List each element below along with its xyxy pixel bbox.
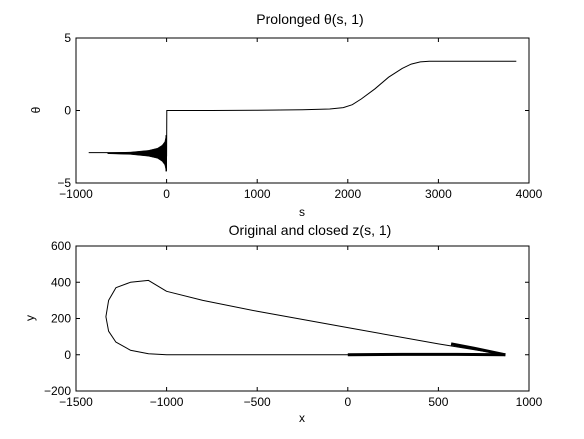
chart-top-theta-line xyxy=(88,60,517,157)
chart-bottom-closed-diagonal xyxy=(450,342,506,357)
chart-top-xtick-label: 0 xyxy=(163,187,170,201)
chart-bottom-ytick-label: −200 xyxy=(44,384,71,398)
chart-bottom-axes-box xyxy=(75,245,530,392)
chart-top: Prolonged θ(s, 1) −1000 0 1000 2000 3000 4000… xyxy=(29,11,543,219)
chart-top-ytick-label: 5 xyxy=(64,31,71,45)
chart-bottom-curve xyxy=(105,279,506,356)
chart-top-oscillation-band xyxy=(107,135,167,171)
chart-top-xtick-label: 4000 xyxy=(516,187,543,201)
chart-top-ticks: −1000 0 1000 2000 3000 4000 −5 0 5 xyxy=(57,31,542,201)
chart-bottom-xlabel: x xyxy=(299,411,305,425)
chart-bottom-ticks: −1500 −1000 −500 0 500 1000 −200 0 200 400 600 xyxy=(44,239,543,409)
chart-top-xtick-label: 1000 xyxy=(244,187,271,201)
chart-top-xlabel: s xyxy=(299,205,305,219)
chart-top-ylabel: θ xyxy=(29,106,43,113)
chart-bottom-xtick-label: −1500 xyxy=(59,395,93,409)
chart-bottom-ytick-label: 600 xyxy=(51,239,71,253)
chart-top-xtick-label: 2000 xyxy=(334,187,361,201)
chart-bottom-ylabel: y xyxy=(23,315,37,321)
chart-bottom-title: Original and closed z(s, 1) xyxy=(229,222,392,238)
chart-bottom-plot xyxy=(105,279,506,357)
chart-top-xtick-label: −1000 xyxy=(59,187,93,201)
chart-top-ytick-label: −5 xyxy=(57,176,71,190)
chart-bottom: Original and closed z(s, 1) −1500 −1000 −5… xyxy=(23,222,543,425)
chart-bottom-xtick-label: 1000 xyxy=(516,395,543,409)
chart-bottom-xtick-label: −1000 xyxy=(150,395,184,409)
chart-top-xtick-label: 3000 xyxy=(425,187,452,201)
chart-bottom-xtick-label: −500 xyxy=(244,395,271,409)
chart-bottom-ytick-label: 400 xyxy=(51,275,71,289)
chart-top-plot xyxy=(88,60,517,172)
chart-top-ytick-label: 0 xyxy=(64,104,71,118)
chart-top-title: Prolonged θ(s, 1) xyxy=(256,11,363,27)
chart-bottom-ytick-label: 0 xyxy=(64,348,71,362)
chart-top-axes-box xyxy=(75,37,530,184)
chart-bottom-xtick-label: 0 xyxy=(344,395,351,409)
chart-bottom-ytick-label: 200 xyxy=(51,312,71,326)
chart-bottom-xtick-label: 500 xyxy=(428,395,448,409)
